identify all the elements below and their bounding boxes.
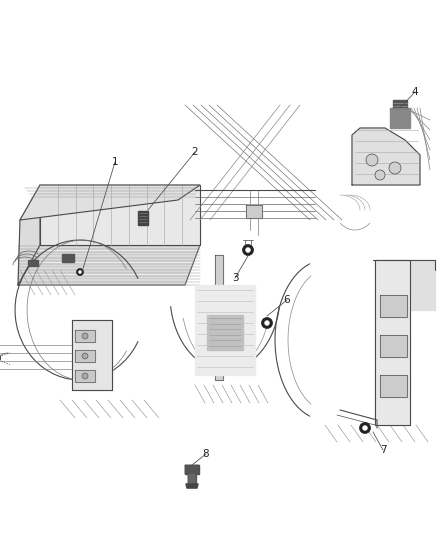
Polygon shape [393, 100, 407, 108]
Text: 8: 8 [203, 449, 209, 459]
Polygon shape [28, 260, 38, 266]
Polygon shape [390, 108, 410, 128]
Polygon shape [352, 128, 420, 185]
Circle shape [77, 269, 84, 276]
Circle shape [360, 423, 371, 433]
Polygon shape [246, 205, 262, 218]
Polygon shape [380, 295, 407, 317]
Polygon shape [380, 375, 407, 397]
Polygon shape [188, 474, 196, 484]
Text: 7: 7 [380, 445, 386, 455]
Polygon shape [75, 350, 95, 362]
Circle shape [82, 353, 88, 359]
Circle shape [366, 154, 378, 166]
Text: 2: 2 [192, 147, 198, 157]
Polygon shape [138, 211, 148, 225]
Circle shape [375, 170, 385, 180]
Polygon shape [40, 185, 200, 245]
Polygon shape [62, 254, 74, 262]
Polygon shape [215, 255, 223, 380]
Circle shape [389, 162, 401, 174]
Polygon shape [207, 315, 243, 350]
Circle shape [82, 333, 88, 339]
Polygon shape [75, 370, 95, 382]
Polygon shape [20, 185, 200, 220]
Polygon shape [75, 330, 95, 342]
Text: 4: 4 [412, 87, 418, 97]
Polygon shape [186, 484, 198, 488]
Polygon shape [195, 285, 255, 375]
Circle shape [78, 270, 81, 273]
Circle shape [363, 425, 367, 431]
Circle shape [82, 373, 88, 379]
Text: 1: 1 [112, 157, 118, 167]
Circle shape [265, 320, 269, 326]
Polygon shape [185, 465, 199, 474]
Polygon shape [380, 335, 407, 357]
Polygon shape [18, 185, 40, 285]
Circle shape [243, 245, 254, 255]
Polygon shape [375, 260, 410, 425]
Text: 3: 3 [232, 273, 238, 283]
Circle shape [261, 318, 272, 328]
Polygon shape [18, 245, 200, 285]
Circle shape [246, 247, 251, 253]
Text: 6: 6 [284, 295, 290, 305]
Polygon shape [72, 320, 112, 390]
Polygon shape [410, 260, 435, 310]
